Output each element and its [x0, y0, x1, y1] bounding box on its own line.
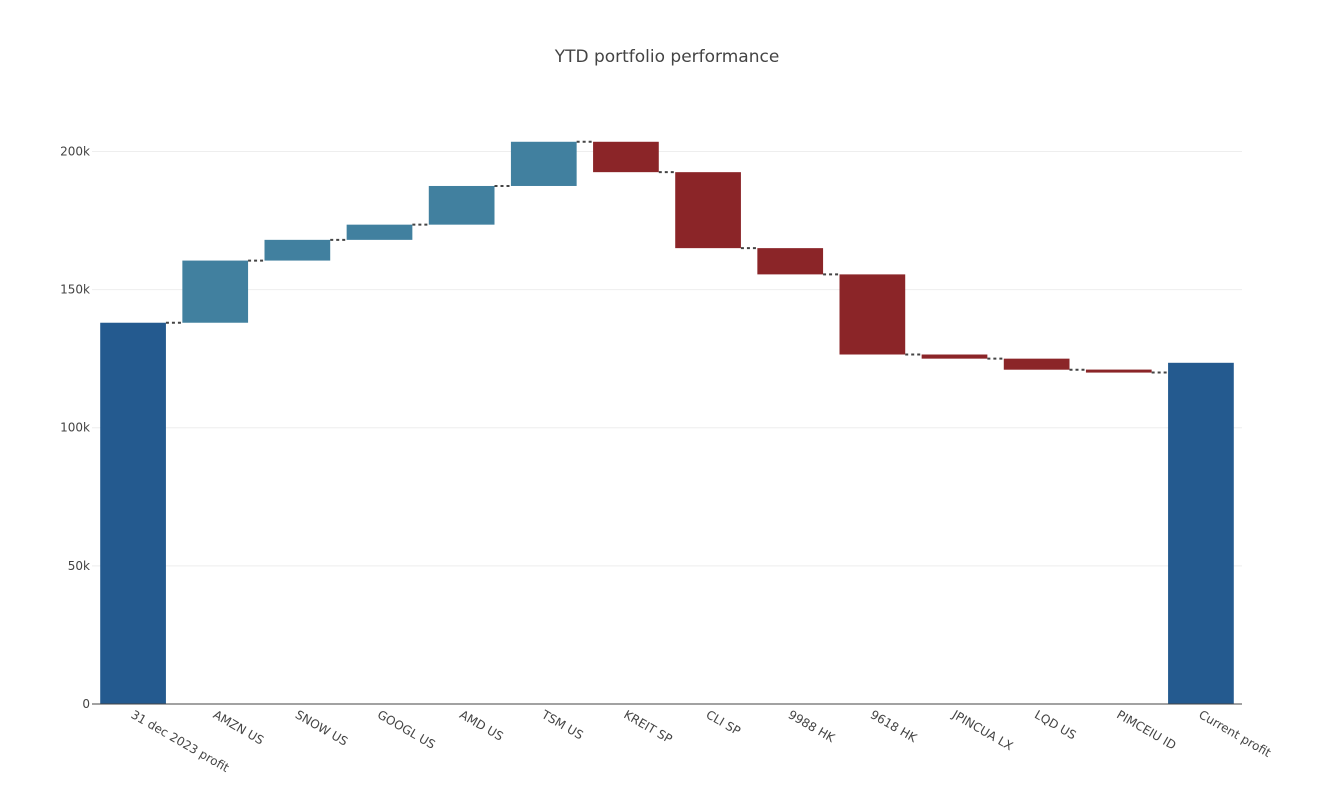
- x-tick-label: SNOW US: [293, 707, 350, 748]
- chart-title: YTD portfolio performance: [554, 47, 780, 67]
- y-axis-ticks: 0 50k 100k 150k 200k: [60, 144, 90, 711]
- x-tick-label: AMD US: [457, 707, 506, 743]
- y-tick-label: 100k: [60, 421, 90, 435]
- x-tick-label: LQD US: [1032, 707, 1078, 742]
- waterfall-bar: [1168, 362, 1234, 704]
- waterfall-bar: [100, 322, 166, 704]
- bars: [100, 141, 1234, 704]
- waterfall-bar: [428, 185, 495, 225]
- x-tick-label: Current profit: [1196, 707, 1273, 760]
- waterfall-bar: [182, 260, 249, 323]
- x-tick-label: KREIT SP: [621, 707, 674, 746]
- grid-lines: [92, 150, 1242, 567]
- y-tick-label: 150k: [60, 283, 90, 297]
- waterfall-bar: [1003, 358, 1070, 370]
- x-tick-label: 9618 HK: [868, 707, 920, 745]
- waterfall-bar: [346, 224, 413, 240]
- x-tick-label: TSM US: [538, 707, 585, 742]
- x-tick-label: GOOGL US: [375, 707, 438, 751]
- x-tick-label: CLI SP: [704, 707, 743, 738]
- y-tick-label: 0: [82, 697, 90, 711]
- waterfall-bar: [757, 248, 824, 275]
- y-tick-label: 200k: [60, 144, 90, 158]
- y-tick-label: 50k: [68, 559, 90, 573]
- x-tick-label: AMZN US: [211, 707, 266, 747]
- waterfall-bar: [839, 274, 906, 355]
- x-tick-label: PIMCEIU ID: [1114, 707, 1178, 752]
- waterfall-bar: [593, 141, 659, 173]
- waterfall-bar: [921, 354, 988, 359]
- x-tick-label: JPINCUA LX: [949, 707, 1015, 753]
- waterfall-bar: [264, 239, 331, 261]
- waterfall-bar: [1085, 369, 1152, 373]
- x-tick-label: 9988 HK: [786, 707, 838, 745]
- waterfall-bar: [510, 141, 577, 186]
- connector-lines: [165, 140, 1169, 374]
- waterfall-bar: [675, 172, 741, 249]
